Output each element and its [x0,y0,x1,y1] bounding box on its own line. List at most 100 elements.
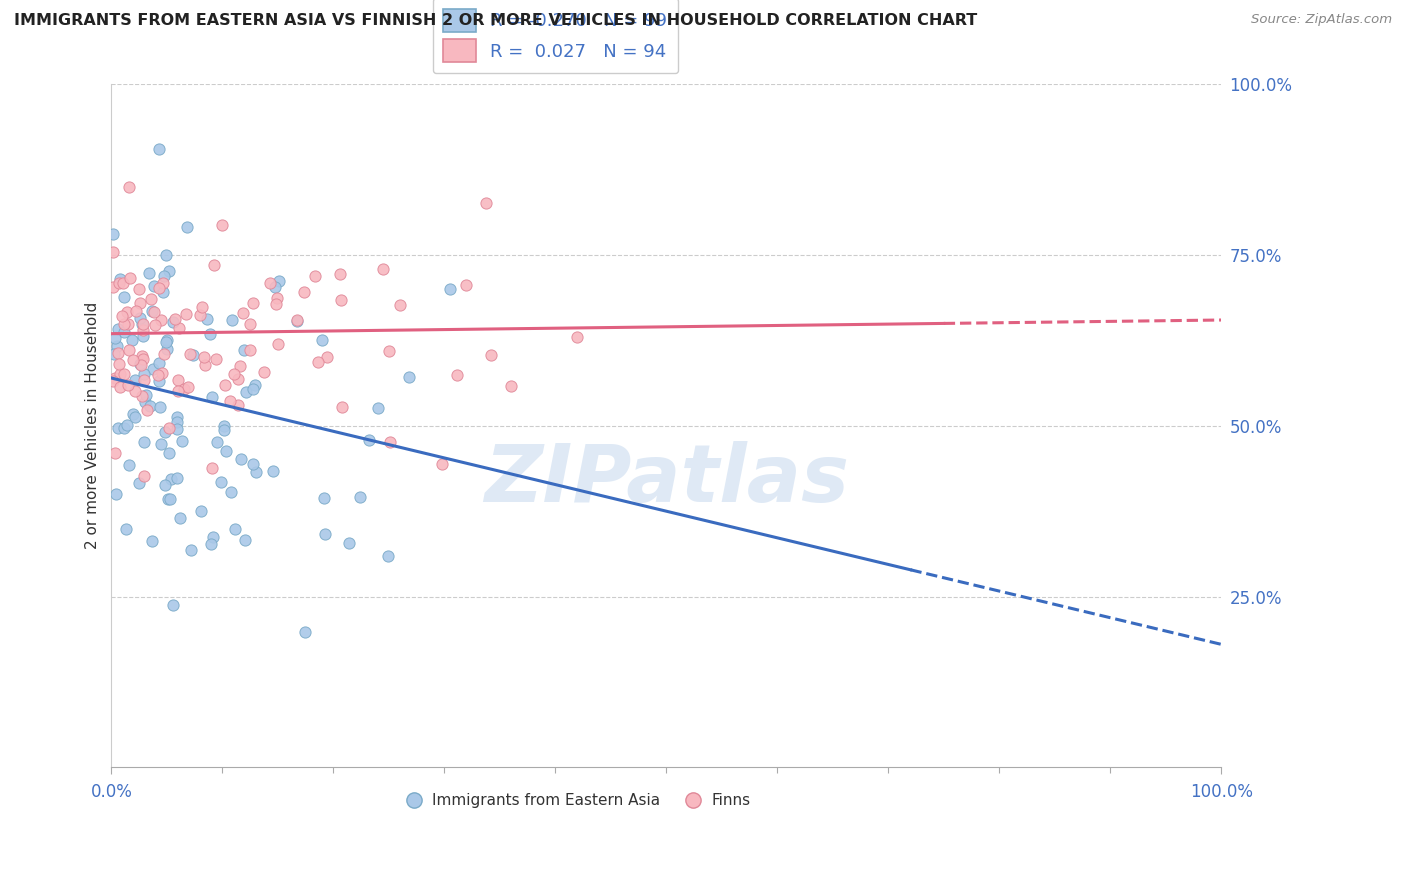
Point [224,368,246,382]
Point [205,435,228,450]
Point [149,313,172,327]
Point [209,475,232,489]
Point [134,367,156,381]
Point [479,348,502,362]
Point [148,281,170,295]
Point [202,530,225,544]
Point [128,475,150,490]
Point [200,537,222,551]
Point [389,298,412,312]
Point [169,510,191,524]
Point [129,310,152,325]
Point [180,543,202,558]
Point [262,464,284,478]
Point [176,219,198,234]
Point [243,377,266,392]
Point [115,305,138,319]
Point [150,366,173,380]
Point [439,282,461,296]
Point [143,278,166,293]
Point [190,504,212,518]
Point [232,343,254,357]
Point [267,337,290,351]
Point [204,352,226,367]
Point [107,339,129,353]
Point [193,351,215,365]
Point [107,346,129,360]
Point [156,342,179,356]
Point [148,374,170,388]
Point [124,384,146,398]
Point [134,395,156,409]
Point [173,382,195,396]
Point [129,357,152,371]
Point [166,410,188,425]
Point [108,367,131,381]
Point [242,382,264,396]
Point [294,625,316,640]
Point [233,533,256,547]
Point [377,549,399,564]
Point [367,401,389,416]
Point [118,458,141,473]
Point [162,599,184,613]
Point [221,313,243,327]
Point [134,374,156,388]
Point [157,446,180,460]
Point [314,526,336,541]
Point [128,282,150,296]
Point [229,359,252,373]
Point [132,351,155,366]
Point [139,292,162,306]
Point [157,264,180,278]
Point [174,306,197,320]
Point [107,322,129,336]
Point [266,291,288,305]
Point [131,350,153,364]
Point [143,318,166,333]
Point [153,425,176,439]
Point [134,435,156,450]
Point [121,353,143,368]
Point [475,195,498,210]
Point [153,478,176,492]
Point [329,268,352,282]
Point [132,329,155,343]
Point [131,318,153,332]
Point [201,390,224,404]
Point [148,142,170,156]
Point [212,418,235,433]
Point [231,452,253,467]
Legend: Immigrants from Eastern Asia, Finns: Immigrants from Eastern Asia, Finns [399,787,756,814]
Point [108,380,131,394]
Point [314,491,336,506]
Point [117,418,139,433]
Point [131,317,153,331]
Point [107,421,129,435]
Point [118,270,141,285]
Point [105,487,128,501]
Point [349,490,371,504]
Point [239,317,262,331]
Point [221,485,243,500]
Point [212,423,235,437]
Point [129,295,152,310]
Point [195,311,218,326]
Point [264,280,287,294]
Point [337,536,360,550]
Point [179,347,201,361]
Point [101,227,124,241]
Point [226,398,249,412]
Point [214,377,236,392]
Point [226,372,249,386]
Point [131,323,153,337]
Point [190,301,212,315]
Point [565,330,588,344]
Point [112,317,135,331]
Point [114,522,136,536]
Point [232,305,254,319]
Point [304,269,326,284]
Point [166,422,188,436]
Point [121,407,143,421]
Point [194,358,217,372]
